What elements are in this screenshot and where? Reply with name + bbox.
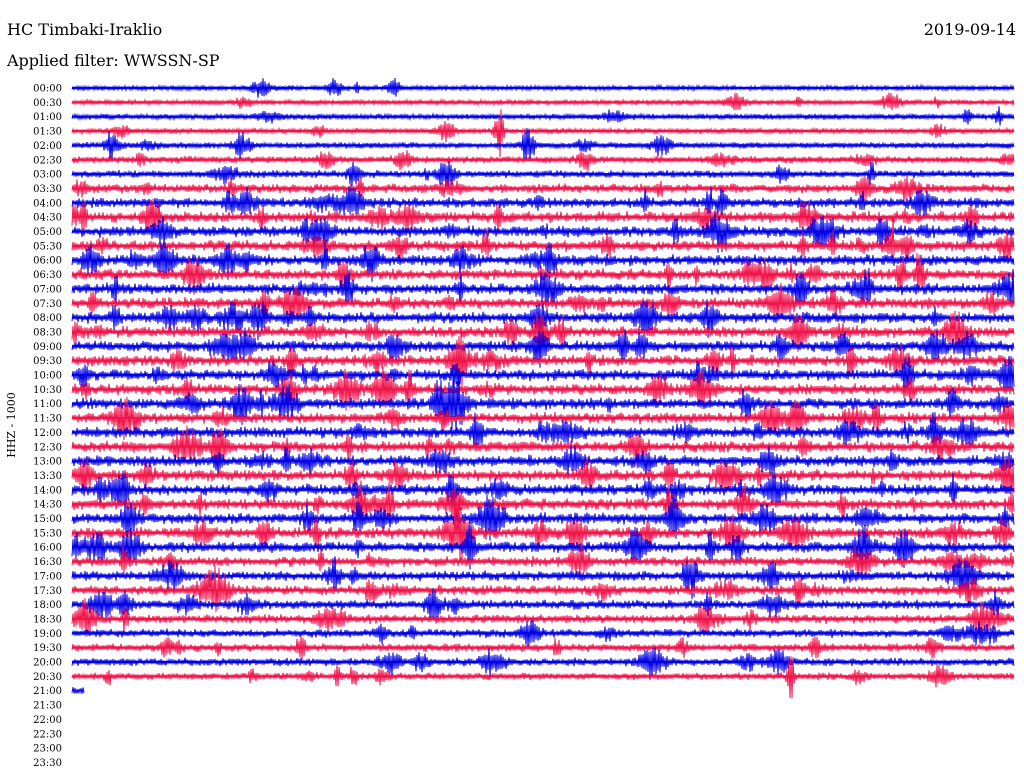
row-label: 09:00 [33,342,62,353]
trace-row [71,499,1015,561]
trace-row [71,494,1015,541]
row-label: 18:00 [33,600,62,611]
trace-row [71,198,1015,233]
row-time-labels: 00:00 00:30 01:00 01:30 02:00 02:30 03:00 03:30… [33,84,62,769]
row-label: 11:30 [33,414,62,425]
trace-row [71,524,1015,570]
seismic-traces [71,77,1015,699]
row-label: 11:00 [33,399,62,410]
trace-row [71,366,1015,411]
trace-row [71,186,1015,217]
row-label: 10:30 [33,385,62,396]
row-label: 15:00 [33,514,62,525]
trace-row [71,327,1015,368]
row-label: 08:00 [33,313,62,324]
row-label: 19:00 [33,629,62,640]
row-label: 07:30 [33,299,62,310]
trace-row [71,587,1015,620]
row-label: 23:30 [33,758,62,769]
station-title: HC Timbaki-Iraklio [7,20,163,39]
row-label: 01:30 [33,127,62,138]
row-label: 02:30 [33,155,62,166]
trace-row [71,109,1015,158]
trace-row [71,396,1015,441]
trace-row [71,299,1015,341]
trace-row [71,456,1015,497]
row-label: 22:00 [33,715,62,726]
trace-row [71,556,1015,600]
row-label: 19:30 [33,643,62,654]
trace-row [71,620,1015,647]
row-label: 14:00 [33,485,62,496]
row-label: 08:30 [33,327,62,338]
trace-row [71,470,1015,510]
row-label: 02:00 [33,141,62,152]
row-label: 20:00 [33,658,62,669]
trace-row [71,211,1015,253]
row-label: 05:00 [33,227,62,238]
trace-row [71,656,1015,699]
trace-row [71,598,1015,638]
trace-row [71,412,1015,453]
row-label: 12:00 [33,428,62,439]
row-label: 05:30 [33,241,62,252]
trace-row [71,565,1015,613]
trace-row [71,217,1015,262]
trace-row [71,150,1015,172]
row-label: 12:30 [33,442,62,453]
trace-row [71,480,1015,526]
row-label: 16:30 [33,557,62,568]
trace-row [71,310,1015,354]
row-label: 06:00 [33,256,62,267]
row-label: 17:30 [33,586,62,597]
row-label: 15:30 [33,528,62,539]
row-label: 18:30 [33,614,62,625]
row-label: 20:30 [33,672,62,683]
row-label: 22:30 [33,729,62,740]
row-label: 13:00 [33,457,62,468]
row-label: 23:00 [33,744,62,755]
filter-label: Applied filter: WWSSN-SP [7,51,220,70]
trace-row [71,545,1015,580]
row-label: 04:30 [33,213,62,224]
row-label: 14:30 [33,500,62,511]
trace-row [71,332,1015,388]
row-label: 16:00 [33,543,62,554]
row-label: 00:00 [33,84,62,95]
trace-row [71,106,1015,126]
trace-row [71,161,1015,190]
trace-row [71,267,1015,310]
row-label: 03:30 [33,184,62,195]
trace-row [71,379,1015,434]
record-date: 2019-09-14 [923,20,1016,39]
trace-row [71,356,1015,395]
trace-row [71,252,1015,295]
row-label: 04:00 [33,198,62,209]
row-label: 21:30 [33,701,62,712]
row-label: 10:00 [33,371,62,382]
trace-row [71,425,1015,468]
row-label: 13:30 [33,471,62,482]
row-label: 21:00 [33,686,62,697]
trace-row [71,127,1015,162]
y-axis-label: HHZ - 1000 [5,392,18,458]
row-label: 01:00 [33,112,62,123]
trace-row [71,242,1015,282]
trace-row [71,445,1015,477]
trace-row [71,647,1015,678]
row-label: 00:30 [33,98,62,109]
row-label: 06:30 [33,270,62,281]
row-label: 09:30 [33,356,62,367]
trace-row [71,282,1015,322]
trace-row [71,175,1015,203]
row-label: 07:00 [33,284,62,295]
row-label: 03:00 [33,170,62,181]
trace-row [71,687,85,695]
row-label: 17:00 [33,571,62,582]
trace-row [71,635,1015,659]
